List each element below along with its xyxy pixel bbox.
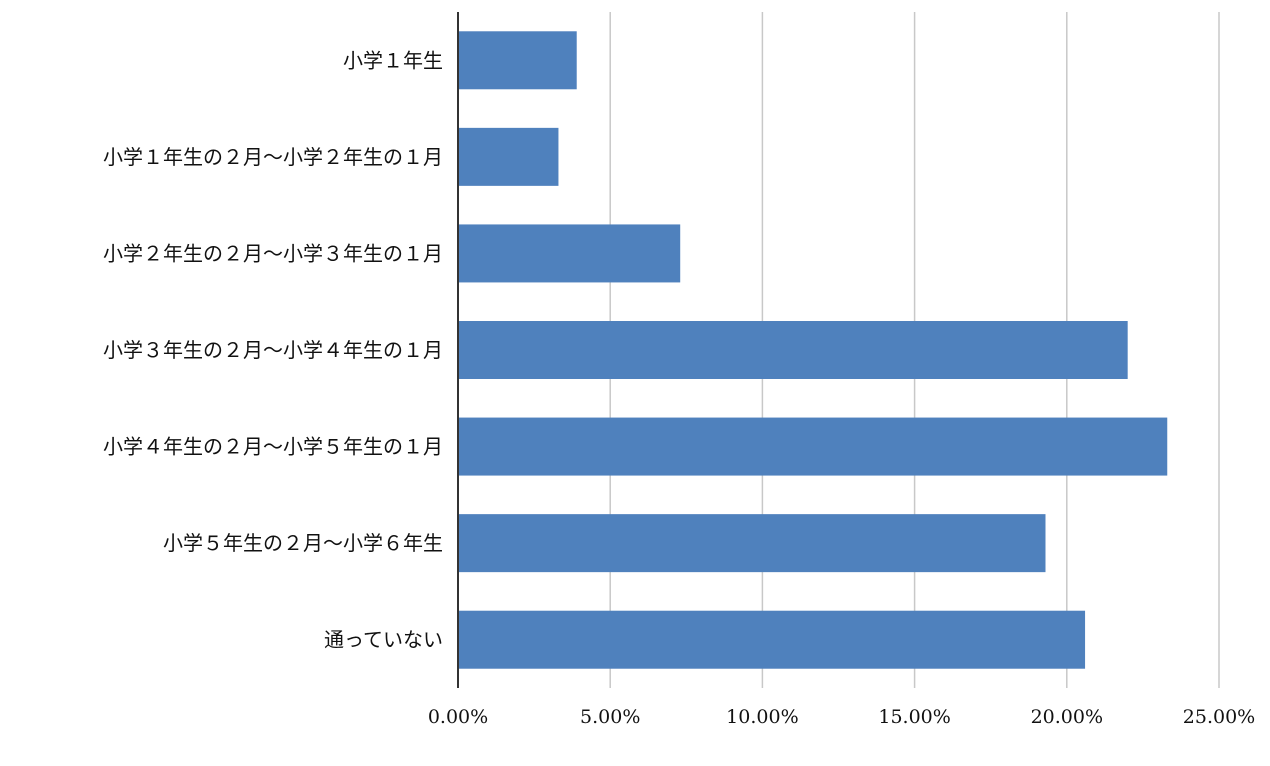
category-label: 小学２年生の２月〜小学３年生の１月 xyxy=(103,241,443,265)
bar xyxy=(458,610,1086,669)
category-label: 小学１年生の２月〜小学２年生の１月 xyxy=(103,145,443,169)
bar xyxy=(458,31,577,90)
category-label: 小学５年生の２月〜小学６年生 xyxy=(163,531,443,555)
category-label: 小学４年生の２月〜小学５年生の１月 xyxy=(103,435,443,459)
category-label: 小学１年生 xyxy=(343,48,443,72)
bar xyxy=(458,127,559,186)
x-tick-label: 25.00% xyxy=(1183,706,1255,728)
bar xyxy=(458,514,1046,573)
x-tick-label: 0.00% xyxy=(428,706,488,728)
bar xyxy=(458,224,681,283)
x-tick-label: 15.00% xyxy=(878,706,950,728)
category-label: 小学３年生の２月〜小学４年生の１月 xyxy=(103,338,443,362)
bar xyxy=(458,321,1128,379)
bar xyxy=(458,417,1168,476)
x-tick-label: 5.00% xyxy=(580,706,640,728)
x-tick-label: 20.00% xyxy=(1031,706,1103,728)
category-label: 通っていない xyxy=(324,628,443,652)
x-tick-label: 10.00% xyxy=(726,706,798,728)
